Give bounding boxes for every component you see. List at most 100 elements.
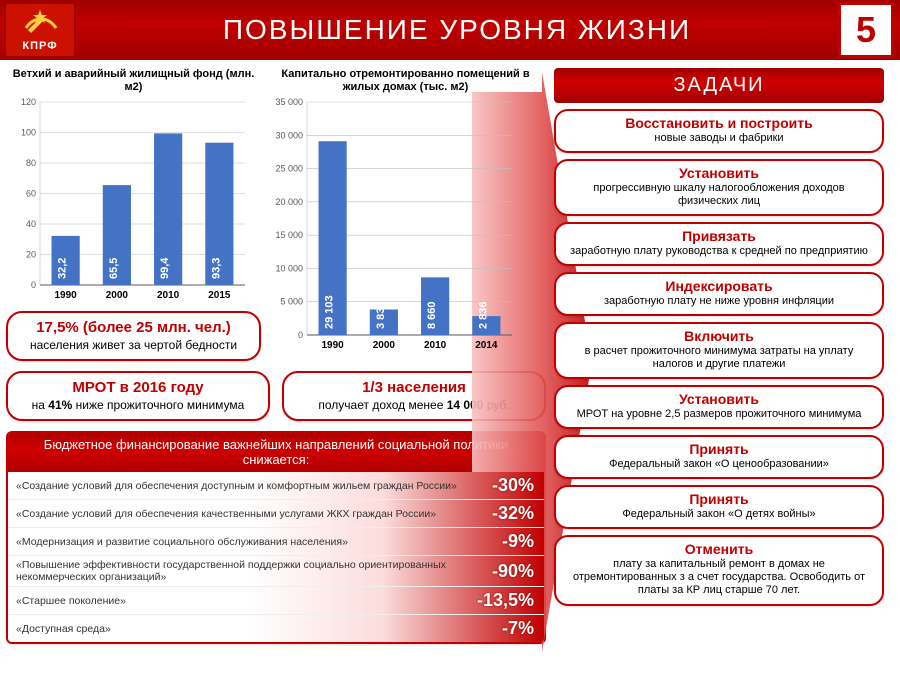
svg-text:10 000: 10 000 [275, 264, 303, 274]
task-card: Включитьв расчет прожиточного минимума з… [554, 322, 884, 379]
svg-text:25 000: 25 000 [275, 164, 303, 174]
task-lead: Принять [564, 441, 874, 458]
task-body: Федеральный закон «О детях войны» [564, 508, 874, 521]
task-body: в расчет прожиточного минимума затраты н… [564, 345, 874, 371]
svg-text:99,4: 99,4 [159, 257, 171, 279]
svg-text:29 103: 29 103 [324, 296, 336, 330]
fact1-lead: 17,5% (более 25 млн. чел.) [18, 319, 249, 338]
budget-label: «Модернизация и развитие социального обс… [16, 536, 464, 548]
svg-text:15 000: 15 000 [275, 231, 303, 241]
svg-text:93,3: 93,3 [210, 258, 222, 279]
fact2-lead: МРОТ в 2016 году [18, 379, 258, 398]
budget-value: -13,5% [464, 590, 534, 611]
task-lead: Установить [564, 391, 874, 408]
chart-renovation: Капитально отремонтированно помещений в … [273, 68, 538, 361]
svg-text:60: 60 [26, 189, 36, 199]
svg-text:0: 0 [298, 330, 303, 340]
fact1-body: населения живет за чертой бедности [18, 338, 249, 353]
page-number: 5 [838, 2, 894, 58]
chart-housing-stock: Ветхий и аварийный жилищный фонд (млн. м… [6, 68, 261, 361]
budget-header: Бюджетное финансирование важнейших напра… [8, 433, 544, 472]
budget-row: «Старшее поколение»-13,5% [8, 586, 544, 614]
budget-row: «Доступная среда»-7% [8, 614, 544, 642]
budget-value: -7% [464, 618, 534, 639]
budget-body: «Создание условий для обеспечения доступ… [8, 472, 544, 642]
budget-label: «Создание условий для обеспечения качест… [16, 508, 464, 520]
task-body: МРОТ на уровне 2,5 размеров прожиточного… [564, 408, 874, 421]
fact3-body: получает доход менее 14 000 руб. [294, 398, 534, 413]
fact-income: 1/3 населения получает доход менее 14 00… [282, 371, 546, 421]
chart2-svg: 0 5 000 10 000 15 000 20 000 25 000 30 000 35 0… [273, 98, 518, 353]
task-lead: Индексировать [564, 278, 874, 295]
budget-value: -9% [464, 531, 534, 552]
task-lead: Включить [564, 328, 874, 345]
svg-text:1990: 1990 [322, 340, 345, 351]
budget-row: «Модернизация и развитие социального обс… [8, 527, 544, 555]
svg-text:2015: 2015 [208, 290, 231, 301]
task-body: плату за капитальный ремонт в домах не о… [564, 558, 874, 598]
chart2-title: Капитально отремонтированно помещений в … [273, 68, 538, 94]
task-lead: Установить [564, 165, 874, 182]
budget-label: «Доступная среда» [16, 623, 464, 635]
task-lead: Восстановить и построить [564, 115, 874, 132]
chart1-svg: 02040608010012032,2199065,5200099,420109… [6, 98, 251, 303]
svg-text:65,5: 65,5 [108, 258, 120, 279]
fact-mrot: МРОТ в 2016 году на 41% ниже прожиточног… [6, 371, 270, 421]
tasks-column: ЗАДАЧИ Восстановить и построитьновые зав… [554, 68, 884, 644]
svg-text:80: 80 [26, 158, 36, 168]
title-bar: КПРФ ПОВЫШЕНИЕ УРОВНЯ ЖИЗНИ 5 [0, 0, 900, 60]
task-card: УстановитьМРОТ на уровне 2,5 размеров пр… [554, 385, 884, 429]
svg-text:2014: 2014 [475, 340, 498, 351]
svg-text:5 000: 5 000 [280, 297, 303, 307]
budget-label: «Старшее поколение» [16, 595, 464, 607]
budget-row: «Создание условий для обеспечения доступ… [8, 472, 544, 499]
logo-text: КПРФ [22, 40, 57, 52]
fact-poverty: 17,5% (более 25 млн. чел.) населения жив… [6, 311, 261, 361]
page-title: ПОВЫШЕНИЕ УРОВНЯ ЖИЗНИ [76, 14, 838, 46]
task-body: заработную плату руководства к средней п… [564, 245, 874, 258]
task-lead: Отменить [564, 541, 874, 558]
svg-text:20: 20 [26, 250, 36, 260]
task-card: Привязатьзаработную плату руководства к … [554, 222, 884, 266]
chart1-title: Ветхий и аварийный жилищный фонд (млн. м… [6, 68, 261, 94]
svg-text:1990: 1990 [55, 290, 78, 301]
svg-text:2000: 2000 [373, 340, 396, 351]
task-lead: Привязать [564, 228, 874, 245]
budget-row: «Повышение эффективности государственной… [8, 555, 544, 586]
task-card: Индексироватьзаработную плату не ниже ур… [554, 272, 884, 316]
budget-value: -32% [464, 503, 534, 524]
svg-text:30 000: 30 000 [275, 131, 303, 141]
task-body: заработную плату не ниже уровня инфляции [564, 295, 874, 308]
task-card: ПринятьФедеральный закон «О ценообразова… [554, 435, 884, 479]
fact2-body: на 41% ниже прожиточного минимума [18, 398, 258, 413]
svg-text:32,2: 32,2 [57, 258, 69, 279]
svg-text:3 832: 3 832 [375, 302, 387, 330]
budget-panel: Бюджетное финансирование важнейших напра… [6, 431, 546, 644]
svg-text:120: 120 [21, 98, 36, 107]
svg-text:20 000: 20 000 [275, 197, 303, 207]
task-body: прогрессивную шкалу налогообложения дохо… [564, 182, 874, 208]
task-card: Восстановить и построитьновые заводы и ф… [554, 109, 884, 153]
svg-text:2 836: 2 836 [477, 302, 489, 330]
budget-row: «Создание условий для обеспечения качест… [8, 499, 544, 527]
party-logo: КПРФ [4, 2, 76, 58]
task-lead: Принять [564, 491, 874, 508]
task-body: Федеральный закон «О ценообразовании» [564, 458, 874, 471]
task-card: ПринятьФедеральный закон «О детях войны» [554, 485, 884, 529]
task-body: новые заводы и фабрики [564, 132, 874, 145]
svg-text:40: 40 [26, 219, 36, 229]
svg-text:2010: 2010 [424, 340, 447, 351]
budget-value: -90% [464, 561, 534, 582]
budget-label: «Создание условий для обеспечения доступ… [16, 480, 464, 492]
task-card: Установитьпрогрессивную шкалу налогообло… [554, 159, 884, 216]
tasks-header: ЗАДАЧИ [554, 68, 884, 103]
svg-text:8 660: 8 660 [426, 302, 438, 330]
svg-text:2000: 2000 [106, 290, 129, 301]
budget-value: -30% [464, 475, 534, 496]
svg-text:100: 100 [21, 128, 36, 138]
svg-text:2010: 2010 [157, 290, 180, 301]
budget-label: «Повышение эффективности государственной… [16, 559, 464, 583]
task-card: Отменитьплату за капитальный ремонт в до… [554, 535, 884, 605]
fact3-lead: 1/3 населения [294, 379, 534, 398]
svg-text:35 000: 35 000 [275, 98, 303, 107]
